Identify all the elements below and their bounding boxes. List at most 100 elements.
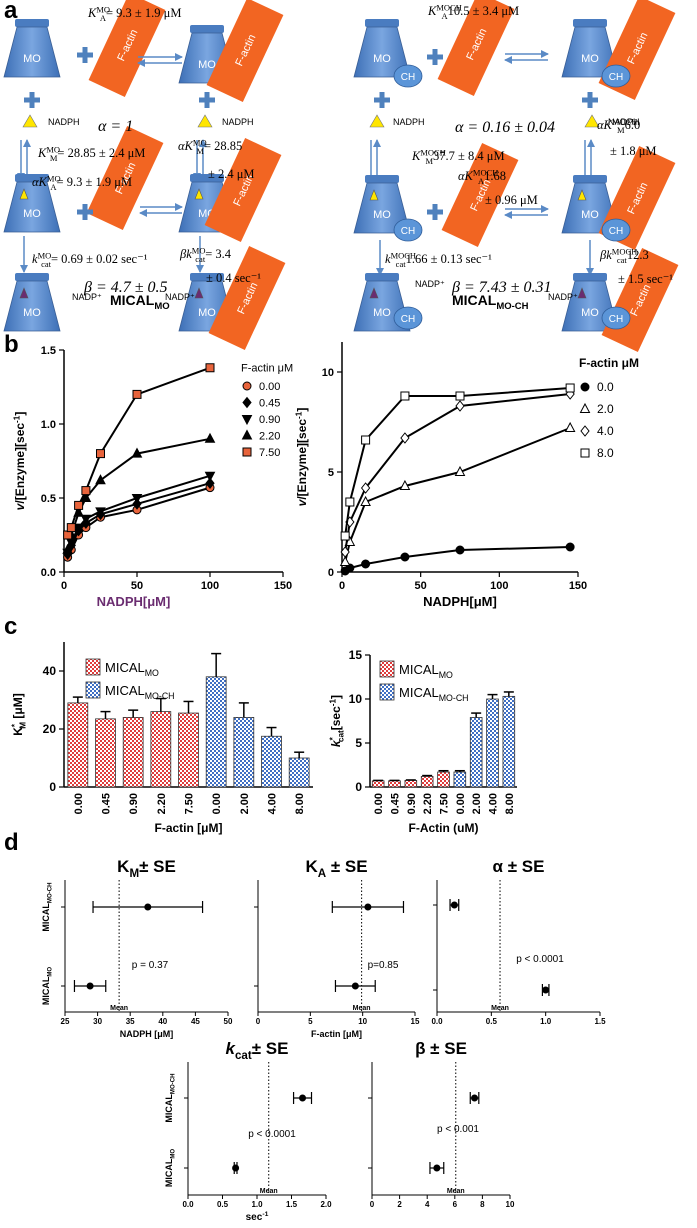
y-tick-label: 0.0 [41,567,56,579]
data-point [205,363,215,373]
text-part: α = 1 [98,118,133,135]
legend-marker [242,381,252,391]
text-part: /[Enzyme][sec [13,423,27,504]
legend-marker [580,425,590,437]
enzyme-body [3,26,61,78]
text-part: = 9.3 ± 1.9 μM [57,175,132,189]
data-point [400,432,410,444]
x-tick-label: 0 [339,580,345,592]
text-part: = 28.85 [204,139,242,153]
bar [205,676,227,788]
p-value: p = 0.37 [132,960,169,971]
text-part: αK [32,175,48,189]
bar [371,780,385,788]
data-point [345,497,355,507]
y-tick-label: 0 [49,780,56,794]
estimate [542,986,550,994]
equation-line: ± 2.4 μM [208,167,255,181]
ch-domain [393,306,423,330]
legend-marker [241,429,253,440]
y-tick-label: 10 [349,692,363,706]
text-part: K [427,4,437,18]
x-tick-label: 1.0 [251,1200,263,1209]
equation-line: ± 0.4 sec⁻¹ [206,271,261,285]
x-axis-label: F-Actin (uM) [409,821,479,835]
text-part: sec [246,1212,263,1223]
x-tick-label: 50 [224,1017,233,1026]
y-tick-label: 5 [328,467,334,479]
y-tick-label: 5 [355,736,362,750]
bar [469,717,483,788]
data-point [132,389,142,399]
estimate [232,1164,240,1172]
legend-marker [242,396,252,409]
text-part: MICAL [105,660,145,675]
ch-label: CH [609,314,623,325]
substrate [369,287,379,299]
enzyme-cap [365,273,399,281]
bar [178,712,199,788]
data-point [400,552,410,562]
text-part: 1.66 ± 0.13 sec⁻¹ [406,252,493,266]
y-tick-label: 0.5 [41,493,56,505]
text-part: A [100,13,107,23]
text-part: MICAL [41,903,51,932]
text-part: αK [178,139,194,153]
x-tick-label: 15 [411,1017,420,1026]
estimate [86,982,94,990]
text-part: MO [38,250,52,260]
x-tick-label: 6 [453,1200,458,1209]
enzyme-cap [190,25,224,33]
enzyme-label: MO [373,307,391,319]
legend-swatch [85,681,101,699]
bar [502,695,516,788]
x-tick-label: 0 [61,580,67,592]
data-point [454,465,466,476]
ch-domain [601,64,631,88]
data-point [339,555,351,566]
ch-label: CH [609,226,623,237]
y-tick-label: 1.0 [41,419,56,431]
equation: αKMOCH M6.0 [597,116,640,135]
x-axis-label: NADPH[μM] [423,594,497,609]
estimate [433,1164,441,1172]
text-part: βk [599,248,612,262]
text-part: MO-CH [145,691,175,701]
text-part: βk [179,247,192,261]
text-part: K [305,857,318,876]
text-part: cat [617,255,628,265]
data-point [455,400,465,412]
f-actin [437,0,515,96]
data-point [361,435,371,445]
x-tick-label: 25 [61,1017,70,1026]
estimate [471,1094,479,1102]
legend-label: MICALMO [399,662,453,680]
text-part: 6.0 [625,118,641,132]
substrate [194,287,204,299]
text-part: MO-CH [170,1073,177,1094]
bar [67,702,89,788]
equation: KMO A= 9.3 ± 1.9 μM [87,4,181,23]
estimate [351,982,359,990]
text-part: A [50,182,57,192]
enzyme [3,273,61,332]
text-part: MO [192,245,206,255]
substrate [194,188,204,200]
text-part: MOCH [436,2,462,12]
enzyme-label: MO [198,307,216,319]
panel-label: a [4,0,18,24]
category-label: MICALMO [164,1149,177,1188]
f-actin [206,0,284,102]
x-tick-label: 50 [415,580,427,592]
text-part: MO-CH [496,301,528,312]
x-axis-label: sec-1 [246,1211,269,1223]
text-part: M [617,125,625,135]
text-part: β ± SE [415,1039,467,1058]
enzyme-cap [573,273,607,281]
text-part: M [196,146,204,156]
bar [486,698,499,788]
x-tick-label: 1.5 [594,1017,606,1026]
data-point [95,474,106,485]
text-part: cat [337,730,346,742]
